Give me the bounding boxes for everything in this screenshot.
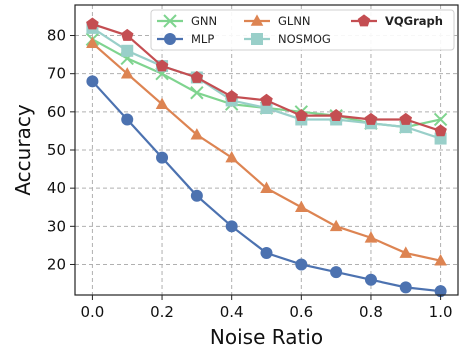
point-glnn <box>295 200 308 213</box>
point-mlp <box>434 285 447 298</box>
x-axis-label: Noise Ratio <box>210 325 323 349</box>
point-glnn <box>120 67 134 79</box>
point-vqgraph <box>329 109 343 121</box>
series-lines <box>85 17 448 298</box>
series-vqgraph <box>86 17 447 137</box>
point-glnn <box>364 231 378 243</box>
legend-marker-gnn <box>163 14 177 28</box>
axis-ticks: 0.0 0.2 0.4 0.6 0.8 1.0 20 30 40 50 60 70 80 <box>47 27 453 321</box>
point-mlp <box>225 220 238 233</box>
point-mlp <box>156 151 169 164</box>
y-tick-label: 30 <box>47 217 66 235</box>
y-tick-label: 70 <box>47 65 66 83</box>
point-vqgraph <box>190 70 204 83</box>
legend-entry-nosmog: NOSMOG <box>244 32 331 46</box>
legend-label-mlp: MLP <box>191 32 214 46</box>
x-tick-label: 0.2 <box>150 303 174 321</box>
y-tick-label: 50 <box>47 141 66 159</box>
point-mlp <box>260 247 273 260</box>
legend-entry-vqgraph: VQGraph <box>351 14 443 28</box>
y-tick-label: 60 <box>47 103 66 121</box>
x-tick-label: 0.8 <box>359 303 383 321</box>
point-vqgraph <box>399 112 413 125</box>
x-tick-label: 0.6 <box>289 303 313 321</box>
legend-marker-mlp <box>164 33 176 45</box>
point-vqgraph <box>86 17 99 30</box>
point-mlp <box>190 189 203 202</box>
point-vqgraph <box>434 124 447 137</box>
point-gnn <box>190 86 204 100</box>
point-vqgraph <box>364 112 378 125</box>
legend-marker-glnn <box>250 14 264 26</box>
legend-label-gnn: GNN <box>191 14 217 28</box>
legend-label-vqgraph: VQGraph <box>385 14 443 28</box>
point-glnn <box>260 181 273 193</box>
point-mlp <box>86 75 99 88</box>
legend-box <box>150 9 455 51</box>
point-gnn <box>433 112 448 127</box>
legend-marker-nosmog <box>251 33 263 45</box>
x-tick-label: 1.0 <box>429 303 453 321</box>
series-mlp <box>86 75 447 298</box>
point-glnn <box>155 97 169 110</box>
point-mlp <box>399 281 412 294</box>
point-mlp <box>121 113 134 126</box>
x-tick-label: 0.0 <box>80 303 104 321</box>
point-vqgraph <box>295 109 308 121</box>
legend-entry-glnn: GLNN <box>244 14 311 28</box>
legend-marker-vqgraph <box>357 14 371 27</box>
point-vqgraph <box>155 59 169 72</box>
legend: GNN MLP GLNN NOSMOG VQGraph <box>150 9 455 51</box>
legend-label-glnn: GLNN <box>278 14 311 28</box>
point-vqgraph <box>260 93 273 106</box>
point-vqgraph <box>225 89 238 102</box>
y-axis-label: Accuracy <box>11 104 35 195</box>
point-vqgraph <box>120 28 134 41</box>
series-glnn <box>86 36 447 266</box>
point-glnn <box>434 254 447 266</box>
x-tick-label: 0.4 <box>220 303 244 321</box>
point-glnn <box>399 246 413 258</box>
y-tick-label: 20 <box>47 255 66 273</box>
legend-label-nosmog: NOSMOG <box>278 32 331 46</box>
y-tick-label: 80 <box>47 27 66 45</box>
point-nosmog <box>399 121 412 134</box>
point-mlp <box>330 266 343 279</box>
point-glnn <box>86 36 99 48</box>
point-nosmog <box>121 44 134 57</box>
y-tick-label: 40 <box>47 179 66 197</box>
legend-entry-mlp: MLP <box>157 32 214 46</box>
point-glnn <box>329 219 343 232</box>
point-mlp <box>295 258 308 271</box>
line-glnn <box>91 42 441 262</box>
point-glnn <box>225 151 238 163</box>
legend-entry-gnn: GNN <box>157 14 217 28</box>
point-mlp <box>364 273 377 286</box>
point-glnn <box>190 128 204 140</box>
